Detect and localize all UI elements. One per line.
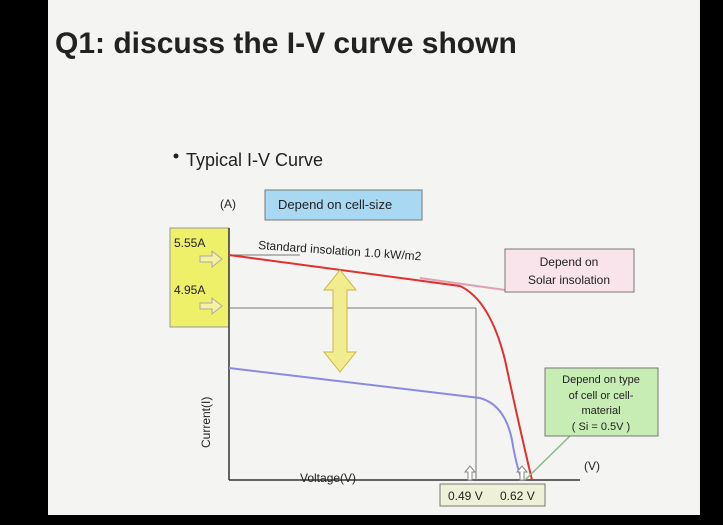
note-box — [544, 367, 659, 437]
arrow — [199, 296, 223, 316]
double-arrow — [322, 269, 358, 373]
note-box — [504, 248, 635, 293]
current-label: 4.95A — [174, 283, 205, 297]
arrow — [199, 249, 223, 269]
x-unit: (V) — [584, 459, 600, 473]
arrow — [515, 465, 529, 481]
title: Q1: discuss the I-V curve shown — [55, 27, 517, 60]
note-text: Depend on — [540, 255, 599, 269]
voltage-box — [439, 483, 546, 507]
note-box — [264, 189, 423, 221]
current-label: 5.55A — [174, 236, 205, 250]
pointer — [419, 277, 506, 291]
arrow — [463, 465, 477, 481]
voltage-label: 0.62 V — [500, 489, 535, 503]
x-axis-label: Voltage(V) — [300, 471, 356, 485]
note-text: Depend on type — [562, 374, 640, 386]
voltage-label: 0.49 V — [448, 489, 483, 503]
iv-curve-high — [228, 254, 533, 481]
note-text: material — [581, 405, 620, 417]
note-text: ( Si = 0.5V ) — [572, 421, 630, 433]
note-text: Solar insolation — [528, 273, 610, 287]
current-box — [169, 227, 230, 328]
bullet-dot — [173, 153, 179, 159]
note-text: of cell or cell- — [569, 390, 634, 402]
y-axis-label: Current(I) — [199, 397, 213, 448]
pointer — [524, 435, 571, 481]
bullet-text: Typical I-V Curve — [186, 150, 323, 170]
y-unit: (A) — [220, 197, 236, 211]
note-text: Depend on cell-size — [278, 197, 392, 212]
